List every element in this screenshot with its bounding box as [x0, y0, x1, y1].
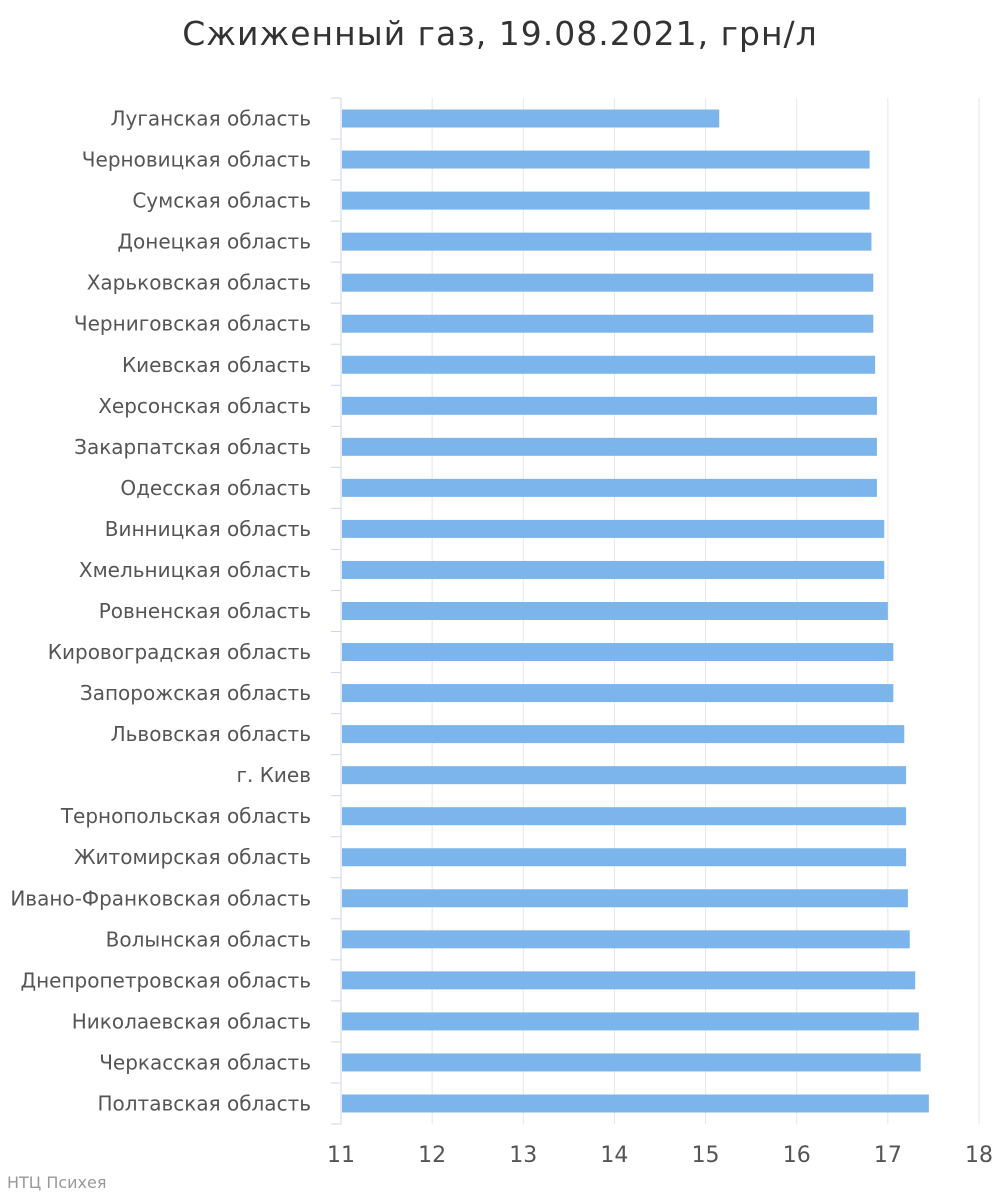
bar	[342, 930, 910, 949]
category-label: Закарпатская область	[74, 435, 311, 459]
category-label: Херсонская область	[98, 394, 311, 418]
credit-label: НТЦ Психея	[7, 1173, 107, 1192]
bar	[342, 1053, 921, 1072]
bar	[342, 1094, 929, 1113]
bar	[342, 1012, 919, 1031]
category-label: Донецкая область	[117, 230, 311, 254]
category-label: Тернопольская область	[60, 804, 311, 828]
category-label: Николаевская область	[72, 1009, 311, 1033]
category-label: Ивано-Франковская область	[10, 886, 311, 910]
bar	[342, 396, 877, 415]
bar	[342, 643, 894, 662]
category-label: Днепропетровская область	[20, 968, 311, 992]
bars	[342, 109, 929, 1113]
category-label: Львовская область	[111, 722, 311, 746]
category-label: Черновицкая область	[82, 148, 311, 172]
bar	[342, 807, 907, 826]
category-label: Черкасская область	[99, 1050, 311, 1074]
x-tick-label: 17	[874, 1143, 902, 1168]
x-tick-label: 13	[509, 1143, 537, 1168]
category-label: Харьковская область	[87, 271, 311, 295]
x-tick-label: 11	[327, 1143, 355, 1168]
category-label: г. Киев	[236, 763, 311, 787]
bar	[342, 355, 876, 374]
bar	[342, 889, 908, 908]
x-tick-label: 18	[965, 1143, 993, 1168]
bar	[342, 602, 888, 620]
category-labels: Луганская область Черновицкая область Сумс…	[10, 107, 311, 1116]
bar	[342, 109, 720, 128]
bar	[342, 971, 916, 990]
bar	[342, 766, 907, 785]
bar	[342, 314, 874, 333]
category-label: Полтавская область	[97, 1091, 311, 1115]
bar	[342, 848, 907, 867]
bar	[342, 684, 894, 703]
x-tick-label: 16	[783, 1143, 811, 1168]
bar	[342, 725, 905, 744]
category-label: Кировоградская область	[48, 640, 311, 664]
category-label: Ровненская область	[99, 599, 311, 623]
category-label: Одесская область	[120, 476, 311, 500]
category-label: Черниговская область	[74, 312, 311, 336]
bar	[342, 232, 872, 251]
x-tick-labels: 11 12 13 14 15 16 17 18	[327, 1143, 993, 1168]
category-label: Хмельницкая область	[79, 558, 311, 582]
bar	[342, 273, 874, 292]
category-label: Сумская область	[132, 189, 311, 213]
x-tick-label: 14	[600, 1143, 628, 1168]
x-tick-label: 15	[692, 1143, 720, 1168]
category-label: Луганская область	[111, 107, 311, 131]
category-label: Запорожская область	[80, 681, 311, 705]
bar	[342, 191, 870, 210]
x-tick-label: 12	[418, 1143, 446, 1168]
bar	[342, 150, 870, 169]
category-axis	[331, 97, 342, 1125]
bar	[342, 478, 877, 497]
bar	[342, 437, 877, 456]
category-label: Киевская область	[122, 353, 311, 377]
bar	[342, 519, 885, 538]
category-label: Житомирская область	[74, 845, 311, 869]
category-label: Волынская область	[106, 927, 311, 951]
bar	[342, 560, 885, 579]
chart-title: Сжиженный газ, 19.08.2021, грн/л	[182, 14, 818, 53]
category-label: Винницкая область	[105, 517, 311, 541]
